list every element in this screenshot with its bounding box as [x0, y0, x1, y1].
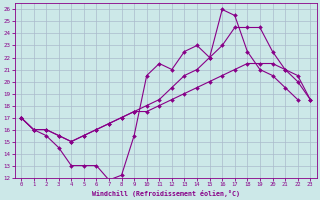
- X-axis label: Windchill (Refroidissement éolien,°C): Windchill (Refroidissement éolien,°C): [92, 190, 240, 197]
